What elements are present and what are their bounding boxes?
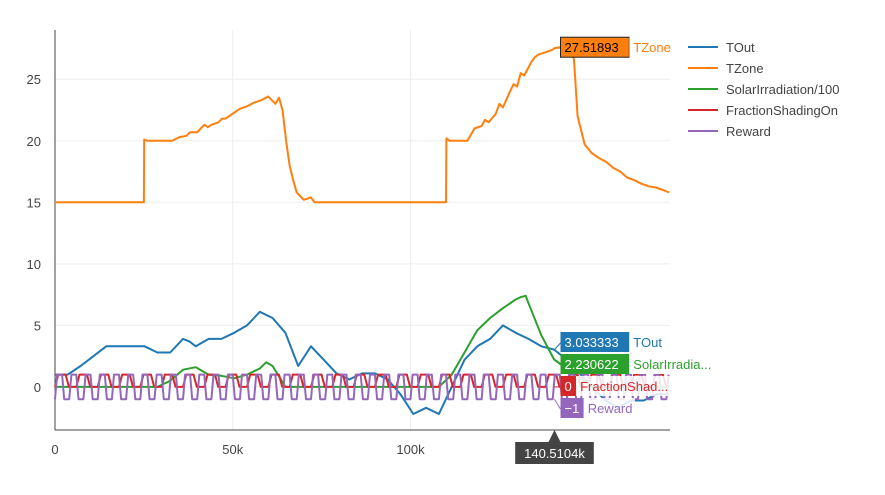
hover-series-name: FractionShad... [580, 379, 668, 394]
hover-connector [554, 398, 561, 410]
hover-connector [554, 342, 561, 350]
legend-label: TZone [726, 61, 764, 76]
hover-x-value: 140.5104k [524, 446, 585, 461]
hover-label-tzone: 27.51893 TZone [554, 36, 674, 58]
hover-value-box [560, 332, 630, 352]
y-tick-label: 25 [27, 72, 41, 87]
legend-item-tout[interactable]: TOut [688, 40, 755, 55]
axes: 0 5 10 15 20 25 0 50k 100k [27, 30, 670, 457]
y-tick-label: 10 [27, 257, 41, 272]
hover-value: 3.033333 [565, 335, 619, 350]
hover-value: 2.230622 [565, 357, 619, 372]
x-tick-label: 100k [396, 442, 425, 457]
hover-name-bg [629, 37, 674, 58]
hover-label-fractionshadingon: 0 FractionShad... [554, 376, 693, 396]
y-tick-label: 15 [27, 195, 41, 210]
legend-label: SolarIrradiation/100 [726, 82, 839, 97]
series-line-tzone[interactable] [55, 46, 670, 204]
y-tick-label: 0 [34, 380, 41, 395]
hover-label-reward: −1 Reward [554, 398, 635, 418]
hover-name-bg [576, 376, 693, 396]
hover-value-box [560, 354, 630, 374]
hover-value-box [560, 398, 584, 418]
x-tick-label: 50k [222, 442, 243, 457]
y-tick-label: 20 [27, 134, 41, 149]
hover-series-name: SolarIrradia... [633, 357, 711, 372]
hover-value: 27.51893 [565, 40, 619, 55]
hover-name-bg [629, 332, 667, 352]
hover-x-pointer [548, 430, 561, 442]
hover-value: −1 [565, 401, 580, 416]
hover-value-box [560, 376, 577, 396]
legend-item-fractionshadingon[interactable]: FractionShadingOn [688, 103, 838, 118]
hover-value: 0 [565, 379, 572, 394]
legend-item-solarirradiation-100[interactable]: SolarIrradiation/100 [688, 82, 839, 97]
legend-item-tzone[interactable]: TZone [688, 61, 764, 76]
legend-label: FractionShadingOn [726, 103, 838, 118]
hover-label-tout: 3.033333 TOut [554, 332, 667, 352]
legend[interactable]: TOut TZone SolarIrradiation/100 FractionSha… [688, 40, 839, 139]
hover-x-label: 140.5104k [515, 430, 594, 464]
legend-item-reward[interactable]: Reward [688, 124, 771, 139]
y-tick-label: 5 [34, 318, 41, 333]
hover-series-name: TOut [633, 335, 662, 350]
hover-labels: 27.51893 TZone 3.033333 TOut 2.230622 SolarIr… [515, 36, 746, 464]
hover-name-bg [583, 398, 635, 418]
hover-name-bg [629, 354, 746, 374]
hover-series-name: TZone [633, 40, 671, 55]
series-line-solarirradiation-100[interactable] [55, 294, 670, 388]
legend-label: Reward [726, 124, 771, 139]
hover-connector [554, 359, 561, 366]
hover-series-name: Reward [588, 401, 633, 416]
hover-x-box [515, 442, 594, 464]
legend-label: TOut [726, 40, 755, 55]
x-tick-label: 0 [51, 442, 58, 457]
hover-label-solarirradiation-100: 2.230622 SolarIrradia... [554, 354, 746, 374]
